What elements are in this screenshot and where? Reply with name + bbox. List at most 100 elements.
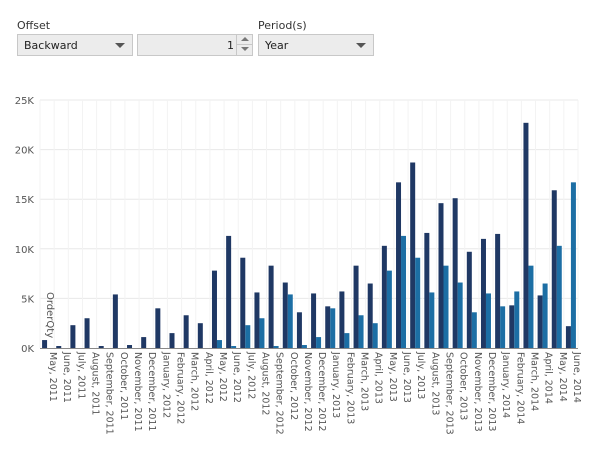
- y-tick-label: 20K: [15, 146, 35, 157]
- x-tick-label: July, 2011: [75, 351, 86, 399]
- bar: [386, 270, 392, 348]
- period-label: Period(s): [258, 19, 307, 32]
- bar: [537, 295, 543, 348]
- bar: [216, 340, 222, 348]
- bar: [245, 325, 251, 348]
- x-tick-label: September, 2012: [274, 352, 285, 435]
- bar: [70, 325, 76, 348]
- x-tick-label: March, 2013: [359, 352, 370, 411]
- offset-dropdown-value: Backward: [24, 39, 78, 52]
- bar: [268, 265, 274, 348]
- bar: [301, 345, 307, 348]
- bar: [282, 282, 288, 348]
- bar: [438, 203, 444, 348]
- bar: [523, 122, 529, 348]
- x-tick-label: October, 2011: [118, 352, 129, 420]
- period-dropdown-value: Year: [265, 39, 289, 52]
- chevron-up-icon: [241, 37, 249, 41]
- bar: [570, 182, 576, 348]
- x-tick-label: March, 2014: [528, 352, 539, 411]
- bar: [84, 318, 90, 348]
- bar: [509, 305, 515, 348]
- y-tick-label: 15K: [15, 195, 35, 206]
- bar: [410, 162, 416, 348]
- x-tick-label: January, 2014: [500, 351, 511, 418]
- offset-number-stepper[interactable]: 1: [137, 34, 253, 56]
- bar: [495, 233, 501, 348]
- x-tick-label: October, 2012: [288, 352, 299, 420]
- bar: [330, 308, 336, 348]
- bar: [565, 326, 571, 348]
- gridlines: [39, 99, 579, 348]
- x-tick-label: November, 2012: [302, 352, 313, 432]
- x-tick-label: January, 2013: [330, 351, 341, 418]
- y-tick-label: 10K: [15, 245, 35, 256]
- x-tick-label: August, 2011: [90, 352, 101, 415]
- bar: [415, 257, 421, 348]
- bar: [42, 340, 48, 348]
- bar: [401, 235, 407, 348]
- chevron-down-icon: [241, 47, 249, 51]
- decrement-button[interactable]: [236, 45, 252, 55]
- x-tick-label: August, 2013: [429, 352, 440, 415]
- bar: [155, 308, 161, 348]
- offset-dropdown[interactable]: Backward: [17, 34, 133, 56]
- bar: [424, 232, 430, 348]
- bar: [367, 283, 373, 348]
- bar: [231, 346, 237, 348]
- bar: [296, 312, 302, 348]
- bar: [316, 337, 322, 348]
- x-tick-label: April, 2013: [373, 352, 384, 404]
- bar: [183, 315, 189, 348]
- x-tick-label: November, 2013: [472, 352, 483, 432]
- x-tick-label: July, 2012: [245, 351, 256, 399]
- bar: [259, 318, 265, 348]
- bar: [471, 312, 477, 348]
- bar: [457, 282, 463, 348]
- bar: [273, 346, 279, 348]
- chevron-down-icon: [356, 43, 366, 48]
- x-tick-label: February, 2014: [514, 352, 525, 424]
- x-tick-label: June, 2014: [571, 351, 582, 403]
- period-dropdown[interactable]: Year: [258, 34, 374, 56]
- x-tick-label: October, 2013: [458, 352, 469, 420]
- x-tick-label: June, 2011: [61, 351, 72, 403]
- bar: [372, 323, 378, 348]
- bar: [112, 294, 118, 348]
- x-tick-label: December, 2011: [146, 352, 157, 431]
- bar: [466, 251, 472, 348]
- bar: [311, 293, 317, 348]
- bar: [325, 306, 331, 348]
- x-tick-label: February, 2012: [175, 352, 186, 424]
- bar: [480, 238, 486, 348]
- bar: [429, 292, 435, 348]
- increment-button[interactable]: [236, 35, 252, 45]
- bar: [287, 294, 293, 348]
- bar: [240, 257, 246, 348]
- bar: [339, 291, 345, 348]
- bar: [443, 265, 449, 348]
- y-tick-label: 25K: [15, 96, 35, 107]
- bar: [197, 323, 203, 348]
- x-tick-label: June, 2013: [401, 351, 412, 403]
- x-tick-label: May, 2014: [557, 352, 568, 402]
- bar: [169, 333, 175, 348]
- bar: [226, 235, 232, 348]
- bar: [56, 346, 62, 348]
- bar: [556, 245, 562, 348]
- x-tick-label: September, 2013: [444, 352, 455, 435]
- y-tick-label: 5K: [21, 294, 34, 305]
- bar: [551, 190, 557, 348]
- x-tick-label: April, 2012: [203, 352, 214, 404]
- bars: [42, 122, 576, 348]
- bar: [98, 346, 104, 348]
- bar: [528, 265, 534, 348]
- x-tick-label: November, 2011: [132, 352, 143, 432]
- bar: [485, 293, 491, 348]
- offset-label: Offset: [17, 19, 51, 32]
- x-tick-label: December, 2012: [316, 352, 327, 431]
- x-tick-label: July, 2013: [415, 351, 426, 399]
